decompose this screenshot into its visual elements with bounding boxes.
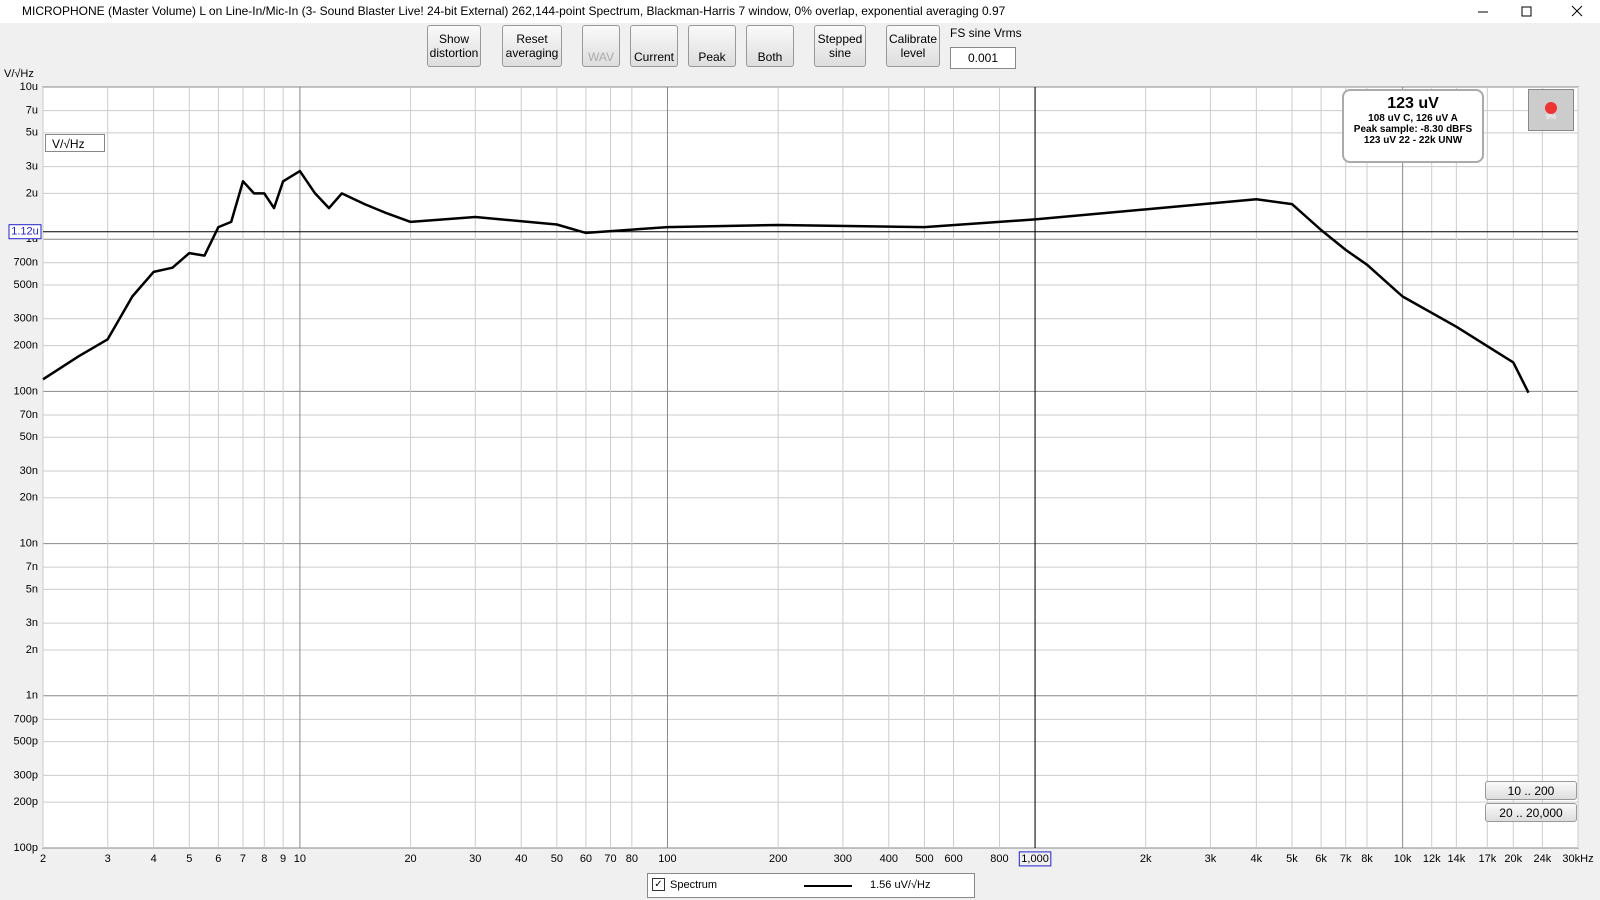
button[interactable]: Both [746, 25, 794, 67]
x-tick-label: 500 [915, 853, 933, 865]
x-tick-label: 400 [880, 853, 898, 865]
y-tick-label: 2n [26, 644, 38, 656]
y-tick-label: 50n [20, 431, 38, 443]
legend-checkbox[interactable]: ✓ [652, 878, 665, 891]
button[interactable]: Show distortion [427, 25, 481, 67]
x-tick-label: 7 [240, 853, 246, 865]
y-tick-label: 200n [14, 339, 38, 351]
y-tick-label: 30n [20, 465, 38, 477]
x-tick-label: 20 [404, 853, 416, 865]
x-tick-label: 8k [1361, 853, 1373, 865]
x-tick-label: 5k [1286, 853, 1298, 865]
x-tick-label: 6 [215, 853, 221, 865]
window-controls[interactable] [1470, 0, 1600, 23]
y-tick-label: 3n [26, 617, 38, 629]
button[interactable]: Calibrate level [886, 25, 940, 67]
y-tick-label: 7u [26, 104, 38, 116]
x-tick-label: 70 [604, 853, 616, 865]
x-tick-label: 800 [990, 853, 1008, 865]
y-tick-label: 1n [26, 690, 38, 702]
y-tick-label: 10n [20, 538, 38, 550]
y-tick-label: 70n [20, 409, 38, 421]
legend-label: Spectrum [670, 879, 718, 891]
x-tick-label: 300 [834, 853, 852, 865]
x-tick-label: 10k [1394, 853, 1412, 865]
legend: ✓ Spectrum 1.56 uV/√Hz [647, 873, 975, 898]
cursor-y-box [8, 224, 42, 240]
cursor-y-label: 1.12u [11, 226, 39, 238]
fs-input[interactable]: 0.001 [950, 47, 1016, 69]
y-tick-label: 3u [26, 160, 38, 172]
y-tick-label: 2u [26, 187, 38, 199]
y-tick-label: 500p [14, 736, 38, 748]
fs-label: FS sine Vrms [950, 26, 1022, 40]
x-tick-label: 6k [1315, 853, 1327, 865]
x-tick-label: 30kHz [1562, 853, 1593, 865]
spectrum-line [42, 169, 1530, 394]
info-panel: 123 uV 108 uV C, 126 uV A Peak sample: -… [1342, 89, 1484, 163]
button: WAV [582, 25, 620, 67]
button[interactable]: Current [630, 25, 678, 67]
x-tick-label: 24k [1534, 853, 1552, 865]
x-tick-label: 8 [261, 853, 267, 865]
y-tick-label: 5u [26, 127, 38, 139]
x-tick-label: 9 [280, 853, 286, 865]
x-tick-label: 10 [294, 853, 306, 865]
x-tick-label: 80 [626, 853, 638, 865]
y-tick-label: 5n [26, 583, 38, 595]
window-title: MICROPHONE (Master Volume) L on Line-In/… [22, 4, 1006, 18]
x-tick-label: 30 [469, 853, 481, 865]
x-tick-label: 600 [944, 853, 962, 865]
y-tick-label: 7n [26, 561, 38, 573]
y-tick-label: 100p [14, 842, 38, 854]
y-tick-label: 700p [14, 713, 38, 725]
x-tick-label: 14k [1447, 853, 1465, 865]
title-bar: MICROPHONE (Master Volume) L on Line-In/… [0, 0, 1600, 23]
y-tick-label: 200p [14, 796, 38, 808]
y-tick-label: 100n [14, 385, 38, 397]
legend-readout: 1.56 uV/√Hz [870, 879, 931, 891]
x-tick-label: 4 [151, 853, 157, 865]
zoom-button[interactable]: 20 .. 20,000 [1485, 803, 1577, 822]
x-tick-label: 60 [580, 853, 592, 865]
x-tick-label: 12k [1423, 853, 1441, 865]
record-button[interactable]: 9% [1528, 89, 1574, 131]
y-tick-label: 20n [20, 492, 38, 504]
x-tick-label: 200 [769, 853, 787, 865]
x-tick-label: 20k [1504, 853, 1522, 865]
y-tick-label: 10u [20, 81, 38, 93]
y-tick-label: 300n [14, 313, 38, 325]
x-tick-label: 100 [658, 853, 676, 865]
x-tick-label: 5 [186, 853, 192, 865]
x-tick-label: 3 [105, 853, 111, 865]
x-tick-label: 1,000 [1021, 853, 1049, 865]
info-line: 108 uV C, 126 uV A [1368, 113, 1458, 124]
y-tick-label: 500n [14, 279, 38, 291]
x-tick-label: 4k [1251, 853, 1263, 865]
button[interactable]: Peak [688, 25, 736, 67]
x-tick-label: 2k [1140, 853, 1152, 865]
unit-select[interactable]: V/√Hz [45, 134, 105, 152]
button[interactable]: Reset averaging [502, 25, 562, 67]
legend-swatch [804, 885, 852, 887]
x-tick-label: 50 [551, 853, 563, 865]
plot-area [42, 86, 1579, 849]
unit-label: V/√Hz [4, 68, 34, 80]
x-tick-label: 3k [1205, 853, 1217, 865]
zoom-button[interactable]: 10 .. 200 [1485, 781, 1577, 800]
y-tick-label: 700n [14, 257, 38, 269]
x-tick-label: 17k [1478, 853, 1496, 865]
button[interactable]: Stepped sine [814, 25, 866, 67]
info-main: 123 uV [1387, 95, 1439, 112]
record-level: 9% [1545, 114, 1557, 121]
x-tick-label: 2 [40, 853, 46, 865]
info-line: 123 uV 22 - 22k UNW [1363, 135, 1463, 146]
x-tick-label: 40 [515, 853, 527, 865]
y-tick-label: 300p [14, 769, 38, 781]
info-line: Peak sample: -8.30 dBFS [1353, 124, 1473, 135]
cursor-x-box [1018, 851, 1052, 867]
x-tick-label: 7k [1340, 853, 1352, 865]
